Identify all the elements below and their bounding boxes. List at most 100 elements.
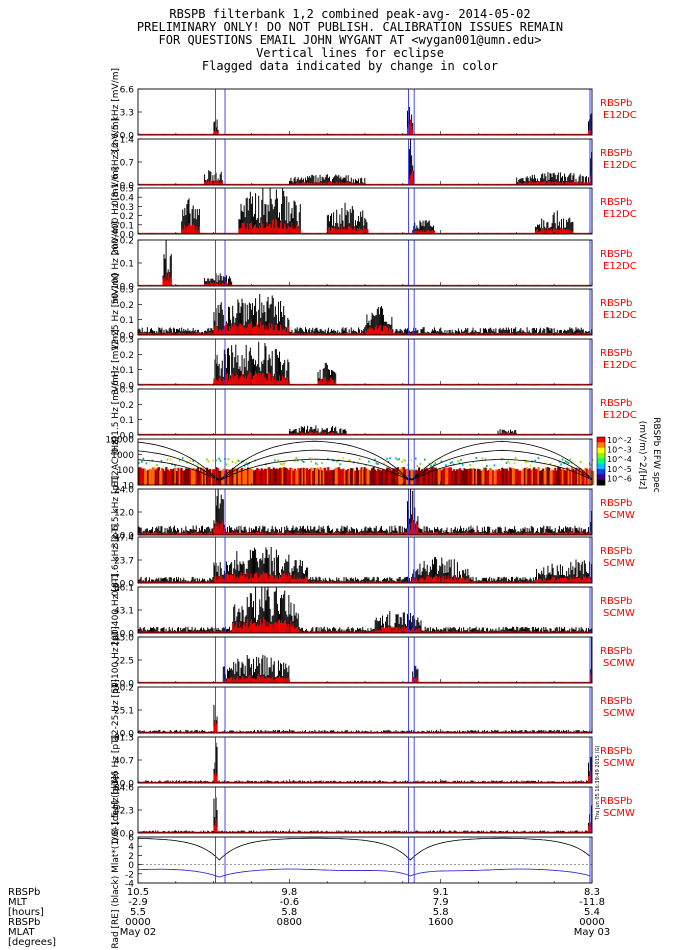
spec-cell — [321, 462, 323, 465]
colorbar-cell — [597, 463, 605, 470]
spec-cell — [189, 459, 192, 462]
spec-cell — [177, 467, 180, 485]
spec-cell — [305, 468, 309, 485]
colorbar-tick: 10^-5 — [607, 465, 632, 474]
spec-cell — [163, 470, 166, 485]
spec-cell — [292, 470, 295, 485]
spec-cell — [422, 470, 425, 485]
spec-cell — [501, 467, 504, 485]
spec-cell — [451, 470, 454, 485]
spec-cell — [138, 461, 140, 464]
title-block: RBSPB filterbank 1,2 combined peak-avg- … — [0, 8, 700, 73]
spec-cell — [561, 468, 564, 485]
colorbar-cell — [597, 453, 605, 459]
panel-source: RBSPb — [600, 348, 632, 359]
spec-cell — [339, 463, 341, 466]
spec-cell — [324, 467, 327, 485]
spec-cell — [181, 470, 185, 485]
panel-instrument: E12DC — [603, 410, 637, 421]
spec-cell — [197, 467, 200, 485]
spec-cell — [180, 467, 183, 485]
spec-cell — [342, 468, 345, 485]
spec-cell — [528, 468, 531, 485]
spec-cell — [240, 467, 244, 485]
spec-cell — [460, 469, 463, 485]
spec-cell — [147, 470, 150, 485]
spec-cell — [558, 460, 561, 463]
spec-cell — [178, 469, 182, 485]
spec-cell — [392, 468, 395, 485]
spec-cell — [166, 469, 169, 485]
spec-cell — [280, 467, 283, 485]
spec-cell — [475, 470, 478, 485]
spec-cell — [187, 468, 191, 485]
spec-cell — [360, 467, 363, 485]
spec-cell — [290, 468, 294, 485]
spec-cell — [151, 467, 154, 485]
spec-cell — [302, 468, 306, 485]
spec-cell — [281, 467, 284, 485]
spec-cell — [383, 470, 386, 485]
spec-cell — [256, 468, 259, 485]
spec-cell — [251, 469, 254, 485]
spec-cell — [183, 470, 186, 485]
spec-cell — [575, 467, 578, 485]
spec-cell — [523, 467, 527, 485]
spec-cell — [272, 467, 275, 485]
spec-cell — [427, 469, 430, 485]
spec-cell — [284, 467, 287, 485]
spec-cell — [242, 470, 245, 485]
spec-cell — [451, 461, 453, 464]
spec-cell — [566, 461, 568, 464]
spec-cell — [333, 469, 336, 485]
spec-cell — [579, 468, 583, 485]
spec-cell — [234, 461, 237, 464]
spec-cell — [192, 460, 195, 463]
spec-cell — [287, 470, 291, 485]
spec-cell — [439, 468, 442, 485]
spec-cell — [345, 470, 348, 485]
spec-cell — [365, 464, 367, 467]
spec-cell — [486, 470, 489, 485]
ytick-label: 0.0 — [120, 332, 135, 342]
colorbar-cell — [597, 469, 605, 475]
spec-cell — [476, 468, 480, 485]
spec-cell — [514, 457, 517, 460]
spec-cell — [557, 467, 560, 485]
spec-cell — [339, 468, 342, 485]
spec-cell — [399, 468, 403, 485]
spec-cell — [141, 460, 143, 463]
spec-cell — [259, 470, 262, 485]
spec-cell — [193, 469, 197, 485]
spec-cell — [246, 467, 250, 485]
spec-cell — [389, 468, 392, 485]
spec-cell — [410, 459, 412, 462]
spec-cell — [262, 470, 265, 485]
spec-cell — [227, 469, 230, 485]
spec-cell — [286, 468, 289, 485]
panel-source: RBSPb — [600, 398, 632, 409]
spec-cell — [148, 460, 151, 463]
spec-cell — [333, 459, 335, 462]
spec-cell — [318, 469, 321, 485]
spec-cell — [352, 470, 356, 485]
spec-cell — [395, 468, 398, 485]
spec-cell — [368, 460, 370, 463]
spec-cell — [230, 470, 233, 485]
spec-cell — [507, 470, 510, 485]
ytick-label: 0.1 — [120, 221, 134, 231]
spec-cell — [378, 469, 381, 485]
cyclotron-curve — [137, 449, 593, 481]
spec-cell — [386, 467, 389, 485]
ytick-label: 1.4 — [120, 136, 135, 146]
spec-cell — [307, 469, 310, 485]
spec-cell — [433, 467, 436, 485]
spec-cell — [517, 470, 521, 485]
spec-cell — [396, 458, 399, 461]
spec-cell — [239, 468, 242, 485]
spec-cell — [592, 470, 595, 485]
spec-cell — [316, 463, 319, 466]
spec-cell — [425, 467, 428, 485]
spec-cell — [560, 463, 562, 466]
spec-cell — [555, 470, 558, 485]
